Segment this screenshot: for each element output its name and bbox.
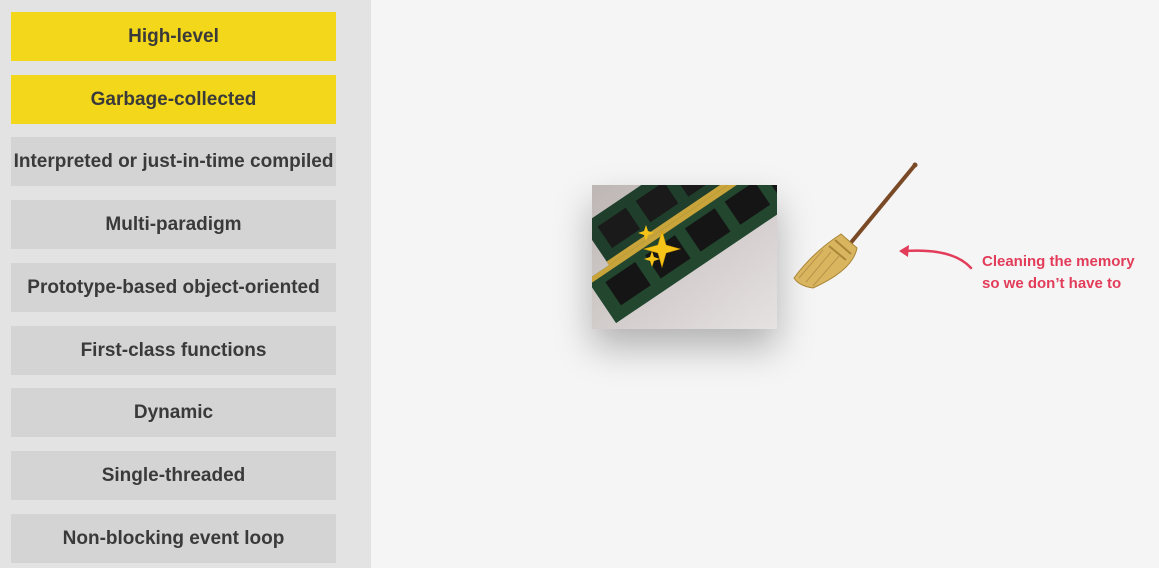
annotation-arrow xyxy=(891,238,981,278)
annotation-line-2: so we don’t have to xyxy=(982,275,1122,292)
ram-module-image xyxy=(592,185,777,329)
feature-item-dynamic: Dynamic xyxy=(11,388,336,437)
main-panel: Cleaning the memory so we don’t have to xyxy=(371,0,1159,568)
ram-module-icon xyxy=(592,185,777,329)
feature-item-non-blocking-event-loop: Non-blocking event loop xyxy=(11,514,336,563)
feature-item-single-threaded: Single-threaded xyxy=(11,451,336,500)
curved-arrow-icon xyxy=(899,245,973,270)
feature-item-first-class-functions: First-class functions xyxy=(11,326,336,375)
broom-icon xyxy=(793,162,918,289)
feature-item-interpreted: Interpreted or just-in-time compiled xyxy=(11,137,336,186)
feature-sidebar: High-level Garbage-collected Interpreted… xyxy=(0,0,371,568)
broom-image xyxy=(791,160,921,295)
feature-item-multi-paradigm: Multi-paradigm xyxy=(11,200,336,249)
feature-item-garbage-collected: Garbage-collected xyxy=(11,75,336,124)
sparkles-icon xyxy=(638,225,682,269)
feature-item-prototype-based: Prototype-based object-oriented xyxy=(11,263,336,312)
annotation-text: Cleaning the memory so we don’t have to xyxy=(982,251,1135,295)
feature-item-high-level: High-level xyxy=(11,12,336,61)
annotation-line-1: Cleaning the memory xyxy=(982,253,1135,270)
